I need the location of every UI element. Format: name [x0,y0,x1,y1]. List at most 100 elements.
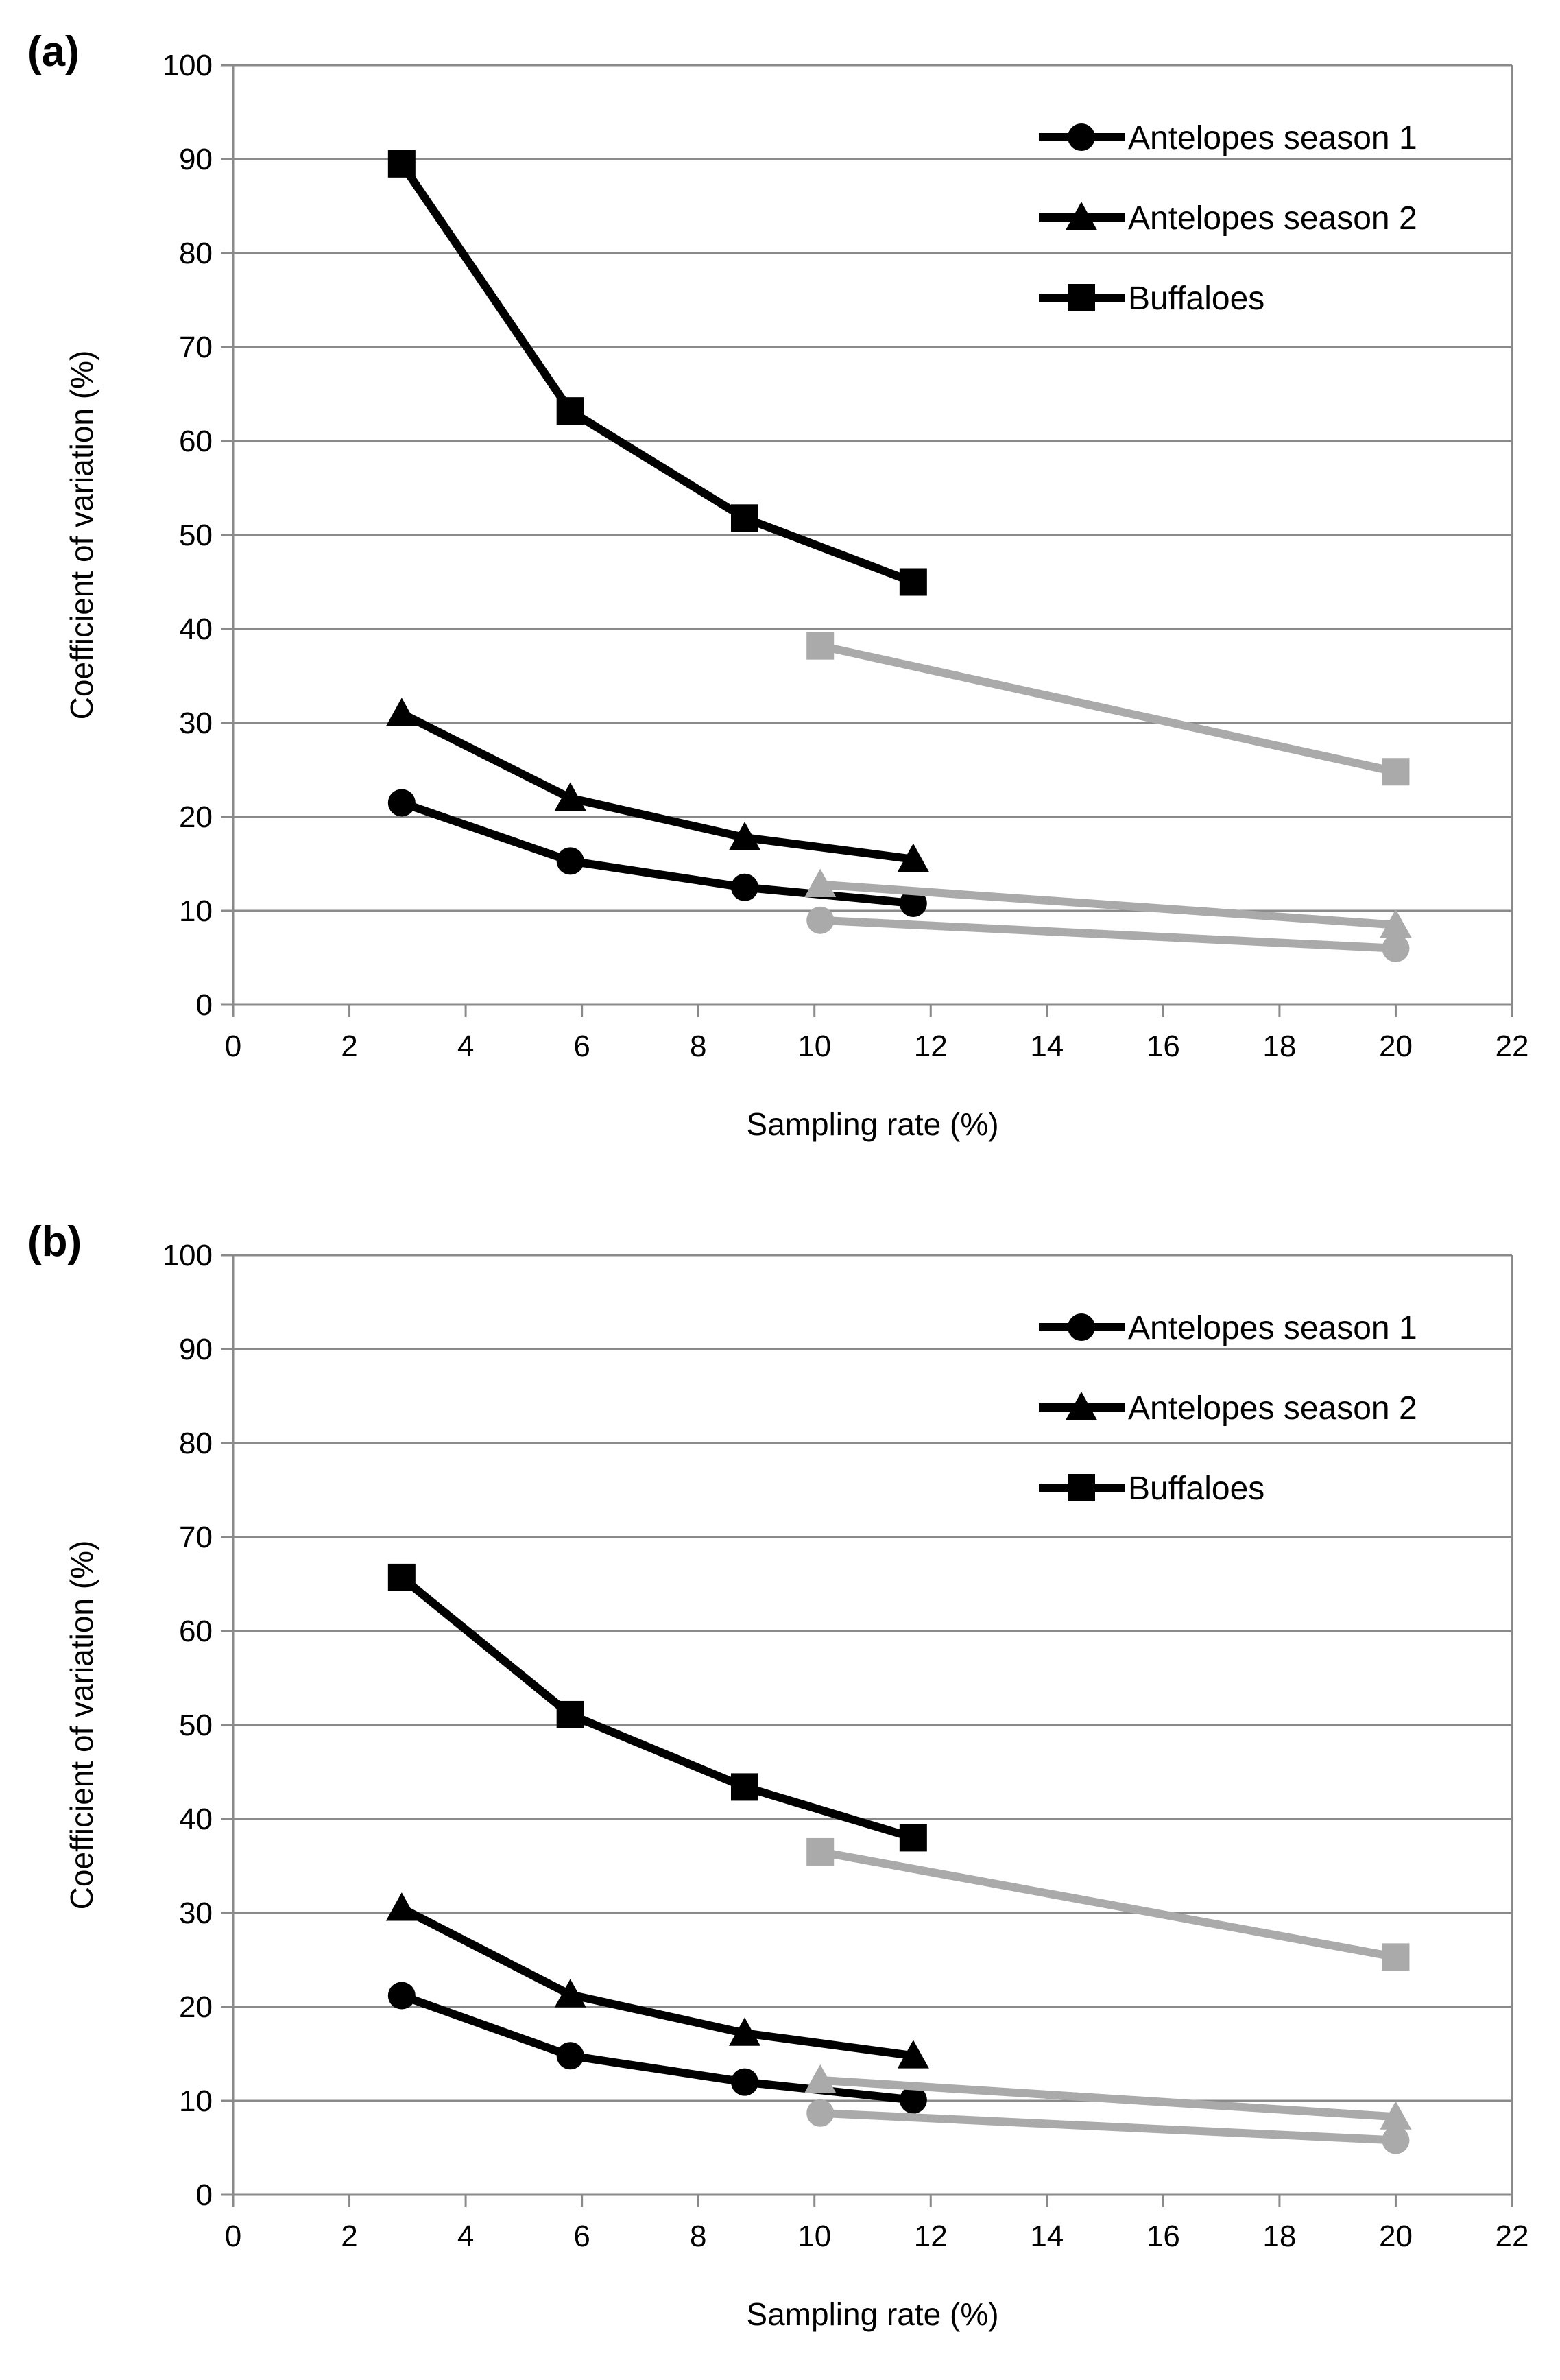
data-point [385,1892,418,1921]
data-point [387,150,416,178]
data-point [1382,934,1410,962]
legend-label: Antelopes season 2 [1128,1390,1417,1427]
x-tick-label: 8 [690,2220,706,2253]
legend-marker [1066,1392,1097,1420]
x-tick-label: 14 [1030,2220,1064,2253]
x-tick-label: 4 [457,2220,474,2253]
y-tick-label: 40 [179,612,213,646]
chart-svg: 0 10 20 30 40 50 60 70 80 90 100 0 2 4 6 8 10 12 14 16 18 20 2… [64,49,1528,1142]
y-tick-label: 50 [179,519,213,552]
legend-label: Buffaloes [1128,1471,1264,1507]
data-point [899,2086,927,2114]
y-tick-label: 100 [163,1239,213,1272]
data-point [554,1979,586,2008]
y-tick-label: 100 [163,49,213,82]
x-tick-label: 14 [1030,1030,1064,1063]
series-line [400,709,914,864]
data-point [1382,758,1410,786]
y-tick-label: 80 [179,1427,213,1460]
data-point [806,906,835,934]
panel-label: (a) [27,28,80,75]
x-tick-label: 10 [797,1030,831,1063]
legend-marker [1068,123,1095,151]
x-tick-label: 16 [1147,2220,1180,2253]
data-point [387,789,416,817]
y-tick-label: 70 [179,1521,213,1554]
data-point [1380,909,1412,938]
y-tick-label: 20 [179,1990,213,2024]
x-tick-label: 0 [225,2220,241,2253]
y-tick-label: 10 [179,894,213,928]
x-tick-label: 4 [457,1030,474,1063]
y-tick-label: 0 [196,2178,213,2212]
y-tick-label: 60 [179,1615,213,1648]
data-point [556,2042,584,2070]
series-line [819,916,1396,953]
data-point [897,2040,929,2069]
y-tick-label: 60 [179,425,213,458]
x-tick-label: 18 [1262,2220,1296,2253]
series-line [398,161,915,586]
panel-label: (b) [27,1218,82,1265]
chart-panel-b: (b) 0 10 20 30 40 50 60 70 80 90 100 0 2 4 6 8 10 12 14 16 1… [0,1190,1560,2380]
y-tick-label: 20 [179,800,213,834]
data-point [1382,1943,1410,1971]
data-point [731,2068,758,2096]
y-tick-label: 30 [179,706,213,740]
y-tick-label: 50 [179,1709,213,1742]
x-tick-label: 22 [1496,2220,1529,2253]
y-tick-label: 80 [179,237,213,270]
data-point [731,873,758,901]
data-point [899,890,927,918]
x-tick-label: 0 [225,1030,241,1063]
data-point [729,822,760,850]
y-tick-label: 10 [179,2084,213,2118]
data-point [729,2017,760,2046]
data-point [806,2099,835,2127]
series-line [400,1904,914,2060]
x-tick-label: 12 [914,1030,948,1063]
data-point [897,843,929,872]
series-line [819,2075,1396,2121]
data-point [387,1563,416,1591]
y-axis-title: Coefficient of variation (%) [64,350,99,720]
data-point [1380,2101,1412,2130]
x-tick-label: 8 [690,1030,706,1063]
x-tick-label: 16 [1147,1030,1180,1063]
data-point [556,847,584,875]
legend-marker [1066,202,1097,230]
data-point [731,504,758,532]
x-tick-label: 20 [1379,1030,1413,1063]
x-axis-title: Sampling rate (%) [746,1106,998,1142]
y-tick-label: 90 [179,143,213,176]
y-tick-label: 30 [179,1896,213,1930]
x-tick-label: 18 [1262,1030,1296,1063]
x-axis-title: Sampling rate (%) [746,2296,998,2332]
legend-marker [1068,1313,1095,1341]
y-tick-label: 0 [196,988,213,1022]
data-point [731,1773,758,1801]
x-tick-label: 6 [573,2220,590,2253]
y-tick-label: 70 [179,331,213,364]
y-tick-label: 90 [179,1333,213,1366]
series-line [399,1574,915,1842]
series-line [819,880,1396,929]
data-point [385,698,418,726]
x-tick-label: 12 [914,2220,948,2253]
x-tick-label: 2 [341,2220,357,2253]
legend-marker [1068,1474,1095,1501]
data-point [899,1824,927,1852]
y-tick-label: 40 [179,1802,213,1836]
x-tick-label: 20 [1379,2220,1413,2253]
x-tick-label: 6 [573,1030,590,1063]
chart-svg: 0 10 20 30 40 50 60 70 80 90 100 0 2 4 6 8 10 12 14 16 18 20 2… [64,1239,1529,2332]
legend-label: Antelopes season 1 [1128,1310,1417,1346]
y-axis-title: Coefficient of variation (%) [64,1540,99,1910]
data-point [899,568,927,596]
data-point [554,782,586,811]
legend-label: Buffaloes [1128,281,1264,317]
x-tick-label: 10 [797,2220,831,2253]
series-line [819,2108,1396,2145]
legend-label: Antelopes season 1 [1128,120,1417,156]
chart-panel-a: (a) 0 10 20 30 40 50 60 70 80 90 100 0 2 4 6 8 10 12 14 16 1… [27,28,1528,1142]
